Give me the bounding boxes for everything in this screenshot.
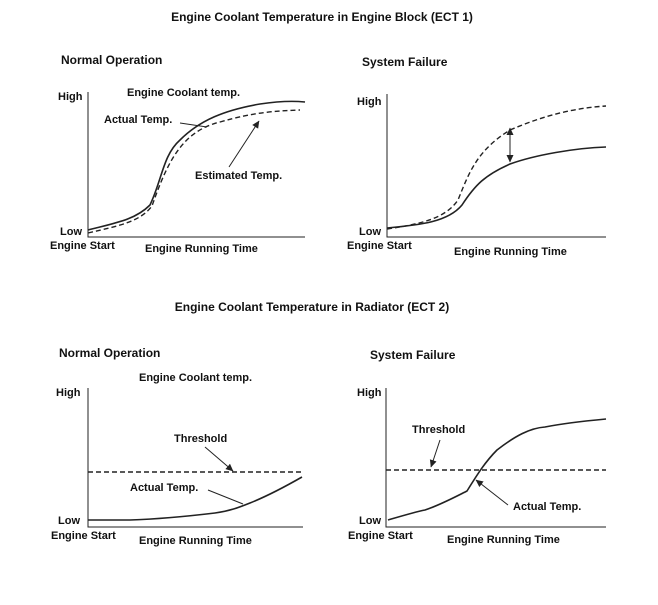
- ect2-failure-low-label: Low: [359, 515, 381, 527]
- ect2-failure-panel: System Failure High Threshold Actual Tem…: [348, 348, 607, 546]
- ect2-failure-actual-label: Actual Temp.: [513, 501, 581, 513]
- ect1-failure-low-label: Low: [359, 226, 381, 238]
- ect2-failure-high-label: High: [357, 387, 382, 399]
- ect1-normal-start-label: Engine Start: [50, 240, 115, 252]
- ect2-normal-start-label: Engine Start: [51, 530, 116, 542]
- ect1-normal-axes: [87, 92, 305, 238]
- ect1-normal-heading: Normal Operation: [61, 53, 162, 67]
- ect1-normal-estimated-leader: [228, 120, 260, 168]
- ect2-normal-caption: Engine Coolant temp.: [139, 372, 252, 384]
- ect1-section-title: Engine Coolant Temperature in Engine Blo…: [171, 10, 473, 24]
- ect2-normal-actual-leader: [207, 489, 244, 505]
- ect1-normal-actual-curve: [87, 100, 306, 231]
- ect1-normal-panel: Normal Operation High Low Engine Start E…: [50, 53, 306, 255]
- ect2-section-title: Engine Coolant Temperature in Radiator (…: [175, 300, 449, 314]
- ect2-normal-threshold-label: Threshold: [174, 433, 227, 445]
- ect1-normal-actual-label: Actual Temp.: [104, 114, 172, 126]
- ect1-normal-caption: Engine Coolant temp.: [127, 87, 240, 99]
- ect1-failure-actual-curve: [386, 146, 607, 229]
- ect1-failure-axes: [386, 94, 606, 238]
- ect2-failure-start-label: Engine Start: [348, 530, 413, 542]
- ect2-normal-axes: [87, 388, 303, 528]
- ect1-normal-xlabel: Engine Running Time: [145, 243, 258, 255]
- ect2-normal-panel: Normal Operation Engine Coolant temp. Hi…: [51, 346, 303, 547]
- ect2-normal-heading: Normal Operation: [59, 346, 160, 360]
- ect1-failure-heading: System Failure: [362, 55, 448, 69]
- ect2-normal-actual-curve: [88, 476, 303, 521]
- ect1-failure-start-label: Engine Start: [347, 240, 412, 252]
- ect2-failure-axes: [385, 388, 606, 528]
- ect1-normal-high-label: High: [58, 91, 83, 103]
- ect1-normal-estimated-curve: [87, 109, 301, 234]
- ect2-failure-actual-curve: [387, 418, 607, 521]
- ect1-failure-high-label: High: [357, 96, 382, 108]
- ect2-normal-actual-label: Actual Temp.: [130, 482, 198, 494]
- ect2-failure-heading: System Failure: [370, 348, 456, 362]
- ect1-normal-estimated-label: Estimated Temp.: [195, 170, 282, 182]
- ect2-normal-low-label: Low: [58, 515, 80, 527]
- ect1-normal-low-label: Low: [60, 226, 82, 238]
- ect2-failure-threshold-leader: [429, 439, 441, 468]
- ect1-normal-actual-leader: [179, 122, 208, 128]
- ect2-failure-xlabel: Engine Running Time: [447, 534, 560, 546]
- ect2-failure-threshold-label: Threshold: [412, 424, 465, 436]
- ect2-normal-high-label: High: [56, 387, 81, 399]
- ect1-failure-panel: System Failure High Low Engine Start Eng…: [347, 55, 607, 258]
- ect2-failure-actual-leader: [475, 479, 509, 506]
- ect1-failure-xlabel: Engine Running Time: [454, 246, 567, 258]
- ect2-normal-threshold-leader: [204, 446, 234, 472]
- ect2-normal-xlabel: Engine Running Time: [139, 535, 252, 547]
- ect1-failure-estimated-curve: [386, 105, 607, 230]
